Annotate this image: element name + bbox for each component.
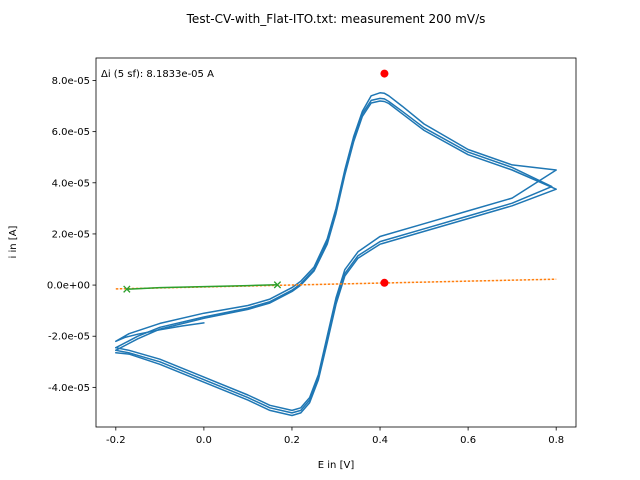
plot-frame — [95, 57, 577, 428]
fit-endpoint-marker-0 — [123, 285, 131, 293]
cv-series-2 — [115, 100, 557, 417]
y-tick-label: 6.0e-05 — [52, 127, 90, 138]
cv-series-1 — [115, 97, 553, 414]
x-tick-label: 0.4 — [372, 435, 388, 446]
x-tick-label: -0.2 — [106, 435, 126, 446]
y-tick-label: 2.0e-05 — [52, 229, 90, 240]
peak-marker-1 — [380, 278, 389, 287]
x-tick-label: 0.8 — [548, 435, 564, 446]
x-tick-label: 0.6 — [460, 435, 476, 446]
peak-marker-0 — [380, 69, 389, 78]
delta-i-annotation: Δi (5 sf): 8.1833e-05 A — [101, 69, 214, 80]
y-tick-label: 0.0e+00 — [47, 281, 90, 292]
y-tick-label: 4.0e-05 — [52, 178, 90, 189]
y-axis-label: i in [A] — [8, 225, 19, 258]
fit-endpoint-marker-1 — [273, 281, 282, 289]
y-tick-label: -4.0e-05 — [48, 383, 90, 394]
x-axis-label: E in [V] — [318, 460, 355, 471]
chart-title: Test-CV-with_Flat-ITO.txt: measurement 2… — [186, 12, 486, 26]
y-tick-label: -2.0e-05 — [48, 332, 90, 343]
x-tick-label: 0.0 — [196, 435, 212, 446]
x-tick-label: 0.2 — [284, 435, 300, 446]
cv-series-0 — [115, 92, 557, 412]
y-tick-label: 8.0e-05 — [52, 76, 90, 87]
fit-series-4 — [126, 284, 279, 290]
